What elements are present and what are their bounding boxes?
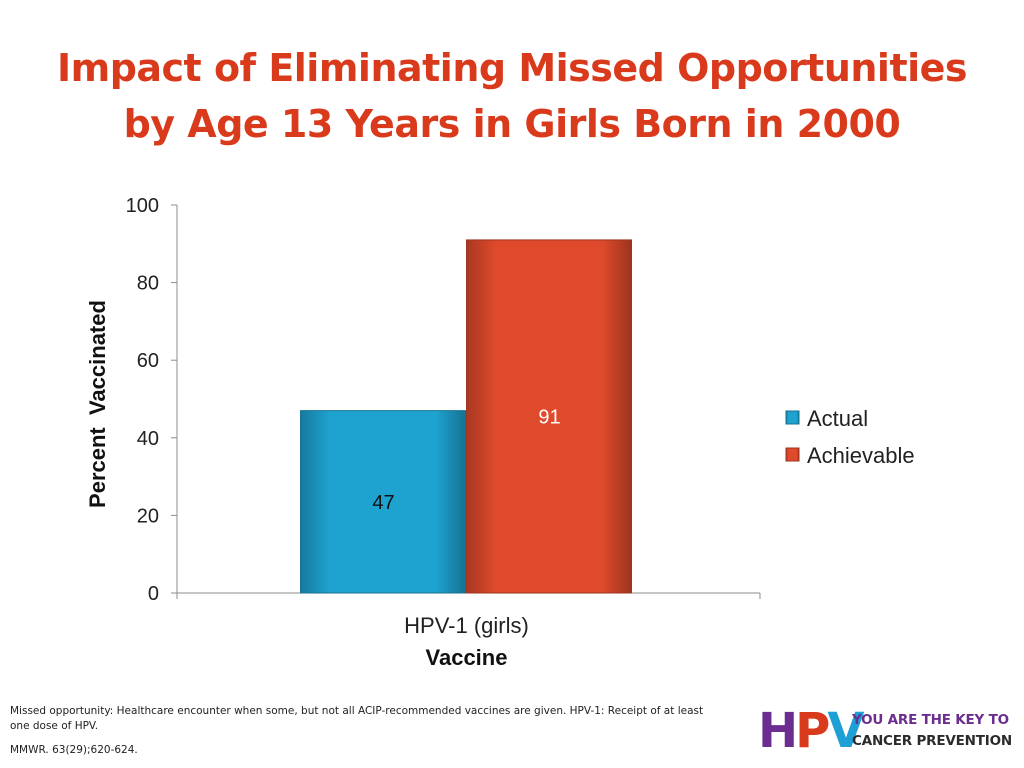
citation: MMWR. 63(29);620-624. xyxy=(10,744,138,756)
title-line-1: Impact of Eliminating Missed Opportuniti… xyxy=(56,46,968,90)
y-tick-label: 60 xyxy=(137,350,159,372)
legend-label-actual: Actual xyxy=(807,406,868,431)
bar-chart: 0 20 40 60 80 100 47 91 HPV-1 (girls) Vaccine Perc… xyxy=(85,195,915,670)
y-tick-label: 20 xyxy=(137,505,159,527)
y-axis-title: Percent Vaccinated xyxy=(85,300,110,508)
x-tick-label: HPV-1 (girls) xyxy=(404,613,529,638)
slide-title: Impact of Eliminating Missed Opportuniti… xyxy=(0,40,1024,152)
bar-actual xyxy=(300,410,466,594)
logo-tagline-line-2: CANCER PREVENTION xyxy=(852,733,1012,749)
hpv-logo-mark: HPV xyxy=(758,703,865,759)
bar-achievable xyxy=(466,239,632,594)
logo-tagline-line-1: YOU ARE THE KEY TO xyxy=(852,712,1009,728)
y-tick-label: 80 xyxy=(137,273,159,295)
y-tick-label: 0 xyxy=(148,583,159,605)
x-axis-title: Vaccine xyxy=(426,645,508,670)
y-tick-label: 40 xyxy=(137,428,159,450)
legend-label-achievable: Achievable xyxy=(807,443,915,468)
legend-swatch-actual xyxy=(785,410,800,425)
title-line-2: by Age 13 Years in Girls Born in 2000 xyxy=(123,102,901,146)
legend-swatch-achievable xyxy=(785,447,800,462)
logo-tagline: YOU ARE THE KEY TO CANCER PREVENTION xyxy=(852,710,1012,752)
hpv-logo: HPV YOU ARE THE KEY TO CANCER PREVENTION xyxy=(758,704,1018,758)
footnote: Missed opportunity: Healthcare encounter… xyxy=(10,705,704,732)
data-label-achievable: 91 xyxy=(538,406,560,428)
y-tick-label: 100 xyxy=(126,195,159,217)
data-label-actual: 47 xyxy=(372,492,394,514)
